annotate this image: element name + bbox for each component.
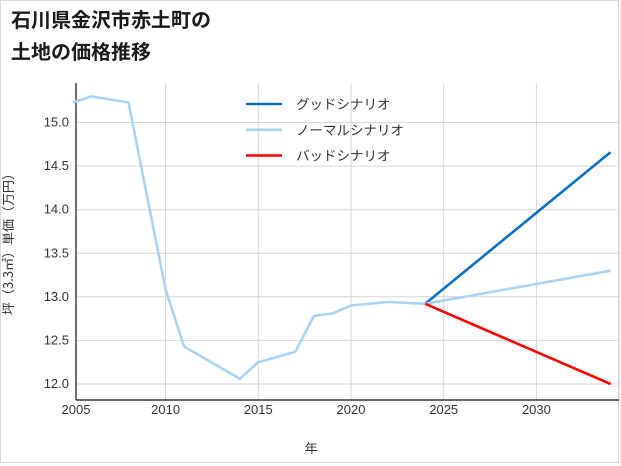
svg-text:坪（3.3㎡）単価（万円）: 坪（3.3㎡）単価（万円） — [1, 167, 17, 315]
svg-text:2010: 2010 — [151, 402, 180, 417]
svg-text:2030: 2030 — [522, 402, 551, 417]
svg-text:ノーマルシナリオ: ノーマルシナリオ — [296, 119, 404, 139]
svg-text:13.0: 13.0 — [44, 289, 69, 304]
svg-text:グッドシナリオ: グッドシナリオ — [296, 93, 391, 113]
svg-text:12.0: 12.0 — [44, 376, 69, 391]
svg-text:2025: 2025 — [429, 402, 458, 417]
svg-text:2020: 2020 — [337, 402, 366, 417]
svg-text:13.5: 13.5 — [44, 245, 69, 260]
svg-text:12.5: 12.5 — [44, 332, 69, 347]
svg-text:バッドシナリオ: バッドシナリオ — [296, 145, 391, 165]
svg-text:年: 年 — [304, 438, 317, 457]
svg-text:14.5: 14.5 — [44, 158, 69, 173]
svg-text:14.0: 14.0 — [44, 202, 69, 217]
svg-text:2005: 2005 — [62, 402, 91, 417]
svg-text:15.0: 15.0 — [44, 115, 69, 130]
svg-text:2015: 2015 — [244, 402, 273, 417]
